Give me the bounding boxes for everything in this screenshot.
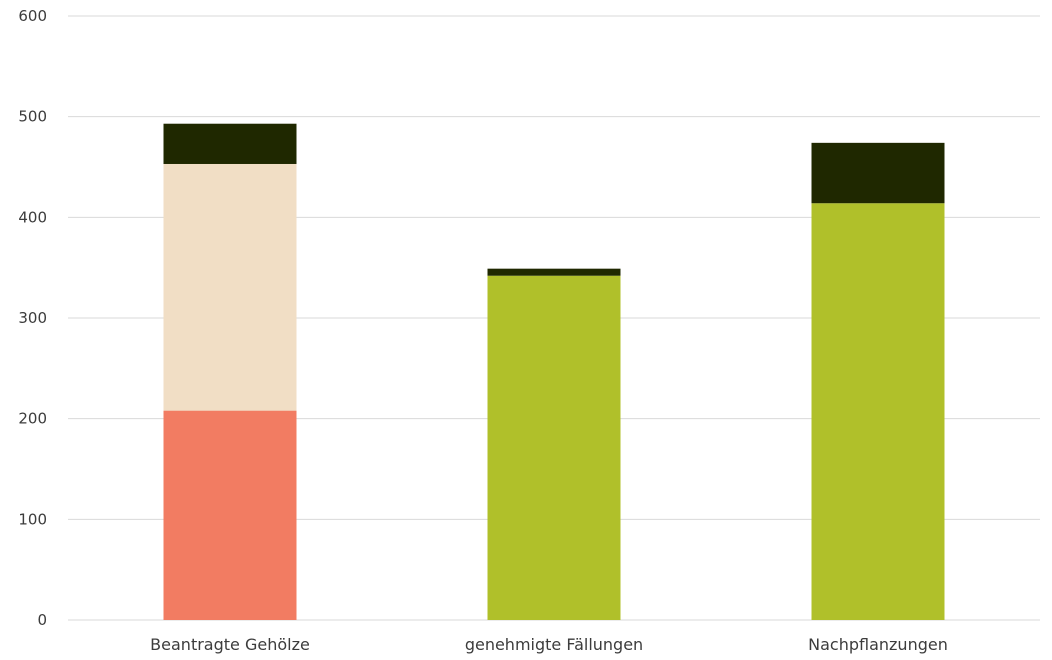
bar-segment xyxy=(163,410,297,620)
y-tick-label: 300 xyxy=(18,309,47,327)
bar-segment xyxy=(487,268,621,276)
x-axis-labels: Beantragte Gehölze genehmigte Fällungen Na… xyxy=(150,635,948,654)
bars xyxy=(163,123,945,621)
x-category-label: Nachpflanzungen xyxy=(808,635,948,654)
bar-segment xyxy=(811,142,945,204)
x-category-label: genehmigte Fällungen xyxy=(465,635,643,654)
y-tick-label: 400 xyxy=(18,208,47,226)
bar-segment xyxy=(811,203,945,621)
y-axis-ticks: 0 100 200 300 400 500 600 xyxy=(18,7,47,629)
y-tick-label: 500 xyxy=(18,108,47,126)
y-tick-label: 0 xyxy=(37,611,47,629)
y-tick-label: 600 xyxy=(18,7,47,25)
bar-segment xyxy=(487,275,621,620)
bar-segment xyxy=(163,163,297,411)
x-category-label: Beantragte Gehölze xyxy=(150,635,310,654)
bar-segment xyxy=(163,123,297,164)
y-tick-label: 200 xyxy=(18,410,47,428)
y-tick-label: 100 xyxy=(18,510,47,528)
